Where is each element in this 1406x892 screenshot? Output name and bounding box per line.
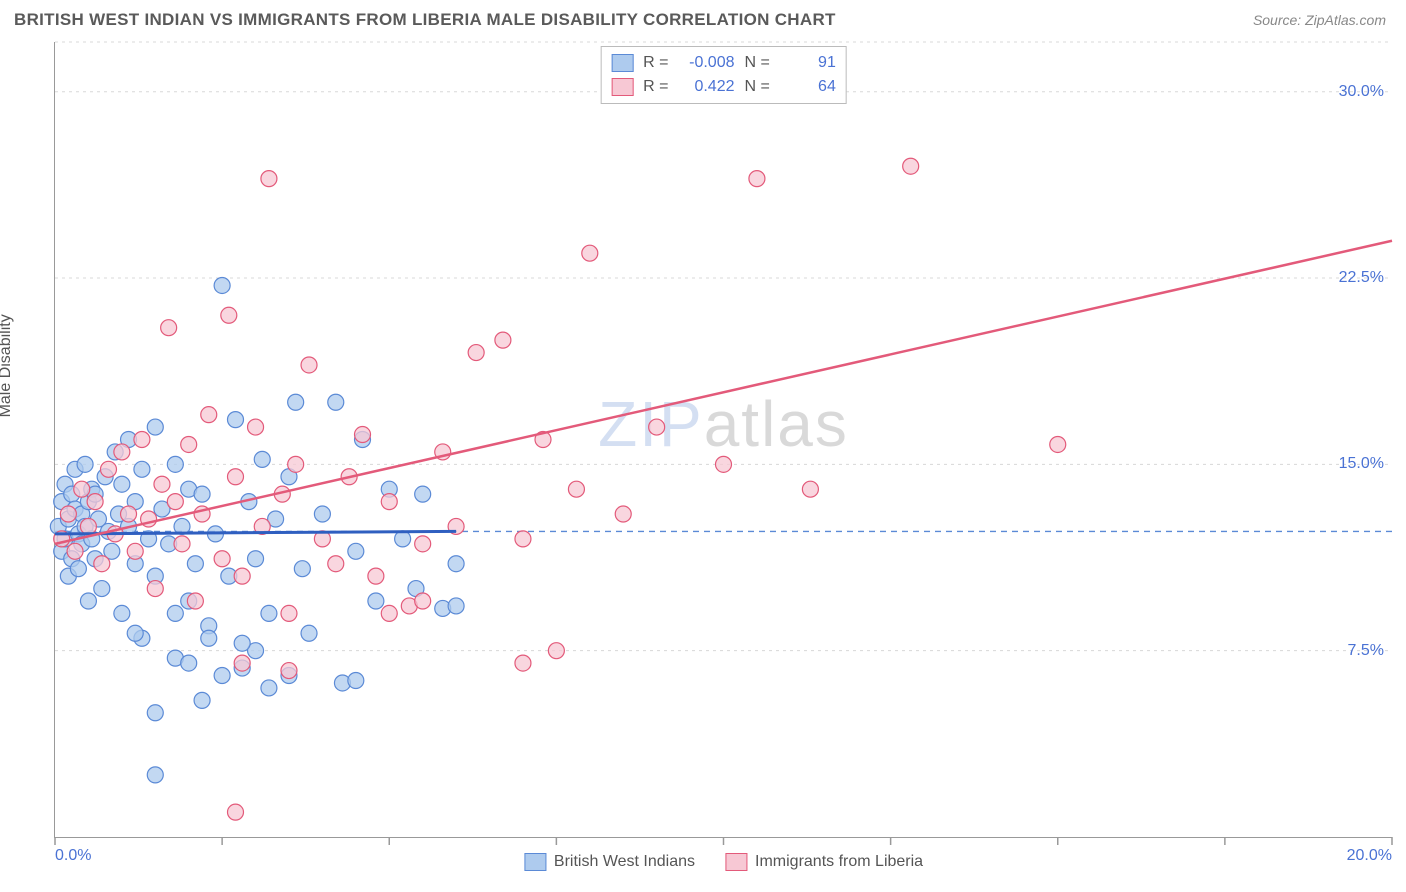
n-label-1: N = — [745, 75, 770, 99]
swatch-series-1 — [725, 853, 747, 871]
plot-svg — [55, 42, 1392, 837]
plot-area: ZIPatlas R = -0.008 N = 91 R = 0.422 N =… — [54, 42, 1392, 838]
swatch-series-1 — [611, 78, 633, 96]
r-label-0: R = — [643, 51, 668, 75]
legend-stats-row: R = -0.008 N = 91 — [611, 51, 836, 75]
n-label-0: N = — [745, 51, 770, 75]
swatch-series-0 — [611, 54, 633, 72]
n-value-0: 91 — [780, 51, 836, 75]
chart-container: Male Disability ZIPatlas R = -0.008 N = … — [14, 42, 1392, 878]
chart-title: BRITISH WEST INDIAN VS IMMIGRANTS FROM L… — [14, 10, 836, 30]
legend-stats: R = -0.008 N = 91 R = 0.422 N = 64 — [600, 46, 847, 104]
x-tick-label: 20.0% — [1347, 847, 1392, 865]
legend-label-1: Immigrants from Liberia — [755, 853, 923, 871]
y-tick-label: 15.0% — [1339, 455, 1384, 473]
chart-header: BRITISH WEST INDIAN VS IMMIGRANTS FROM L… — [0, 0, 1406, 38]
r-value-1: 0.422 — [679, 75, 735, 99]
x-tick-label: 0.0% — [55, 847, 91, 865]
r-value-0: -0.008 — [679, 51, 735, 75]
legend-item: British West Indians — [524, 853, 695, 871]
y-tick-label: 7.5% — [1348, 642, 1384, 660]
y-tick-label: 30.0% — [1339, 83, 1384, 101]
legend-item: Immigrants from Liberia — [725, 853, 923, 871]
r-label-1: R = — [643, 75, 668, 99]
legend-series: British West Indians Immigrants from Lib… — [524, 853, 923, 871]
swatch-series-0 — [524, 853, 546, 871]
y-tick-label: 22.5% — [1339, 269, 1384, 287]
legend-label-0: British West Indians — [554, 853, 695, 871]
n-value-1: 64 — [780, 75, 836, 99]
source-label: Source: ZipAtlas.com — [1253, 12, 1386, 28]
legend-stats-row: R = 0.422 N = 64 — [611, 75, 836, 99]
y-axis-label: Male Disability — [0, 314, 15, 417]
